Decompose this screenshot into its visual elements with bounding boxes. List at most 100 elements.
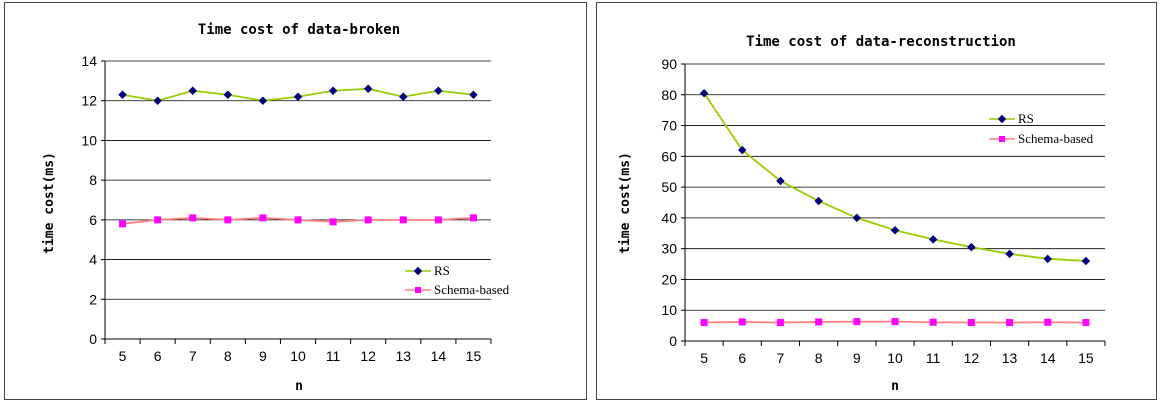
legend-label-rs: RS xyxy=(434,263,450,278)
legend-marker-schema xyxy=(415,287,421,293)
x-tick-label: 5 xyxy=(119,348,127,364)
data-point-schema-based xyxy=(891,318,899,326)
legend-label-schema: Schema-based xyxy=(1018,131,1094,146)
y-tick-label: 0 xyxy=(669,333,677,349)
y-tick-label: 20 xyxy=(661,271,677,287)
x-tick-label: 8 xyxy=(224,348,232,364)
x-tick-label: 13 xyxy=(1002,350,1018,366)
data-point-rs xyxy=(399,92,408,101)
data-point-rs xyxy=(699,88,709,98)
x-tick-label: 6 xyxy=(738,350,746,366)
data-point-schema-based xyxy=(434,216,442,224)
y-tick-label: 60 xyxy=(661,148,677,164)
data-point-rs xyxy=(293,92,303,101)
y-tick-label: 4 xyxy=(89,252,97,268)
data-point-schema-based xyxy=(776,319,784,327)
x-tick-label: 10 xyxy=(290,348,306,364)
y-tick-label: 10 xyxy=(661,302,677,318)
legend-label-rs: RS xyxy=(1018,111,1034,126)
legend-marker-rs xyxy=(413,266,423,276)
data-point-schema-based xyxy=(853,318,861,326)
data-point-rs xyxy=(469,90,478,99)
legend-label-schema: Schema-based xyxy=(434,282,510,297)
x-tick-label: 6 xyxy=(154,348,162,364)
data-point-rs xyxy=(852,213,862,223)
data-point-schema-based xyxy=(815,318,823,326)
data-point-rs xyxy=(776,176,785,186)
y-tick-label: 80 xyxy=(661,87,677,103)
data-point-rs xyxy=(1005,249,1014,259)
y-tick-label: 40 xyxy=(661,210,677,226)
legend: RS Schema-based xyxy=(405,263,510,297)
data-point-rs xyxy=(434,86,443,96)
x-axis-label: n xyxy=(295,379,303,394)
x-tick-label: 7 xyxy=(777,350,785,366)
x-tick-label: 13 xyxy=(395,348,411,364)
x-tick-label: 9 xyxy=(259,348,267,364)
data-point-rs xyxy=(328,86,338,96)
x-axis-label: n xyxy=(891,379,899,394)
y-tick-label: 50 xyxy=(661,179,677,195)
data-point-schema-based xyxy=(364,216,372,224)
y-tick-label: 12 xyxy=(81,93,97,109)
data-point-schema-based xyxy=(1082,319,1090,327)
data-point-schema-based xyxy=(738,318,746,326)
legend: RS Schema-based xyxy=(989,111,1094,146)
x-tick-label: 15 xyxy=(466,348,482,364)
y-axis-label: time cost(ms) xyxy=(42,152,57,254)
data-point-rs xyxy=(363,84,373,94)
y-tick-label: 6 xyxy=(89,212,97,228)
data-point-schema-based xyxy=(189,214,197,222)
data-point-rs xyxy=(967,242,976,252)
data-point-rs xyxy=(188,86,197,96)
data-point-schema-based xyxy=(329,218,337,226)
data-point-schema-based xyxy=(469,214,477,222)
x-tick-label: 7 xyxy=(189,348,197,364)
x-tick-label: 5 xyxy=(700,350,708,366)
chart-title: Time cost of data-broken xyxy=(198,22,400,38)
chart-panel-data-broken: Time cost of data-broken 0 2 4 6 8 10 12 14 5 6 7 8… xyxy=(4,2,587,400)
y-tick-label: 30 xyxy=(661,241,677,257)
x-tick-label: 9 xyxy=(853,350,861,366)
y-axis-label: time cost(ms) xyxy=(618,152,633,254)
data-point-schema-based xyxy=(294,216,302,224)
data-point-schema-based xyxy=(700,319,708,327)
y-tick-label: 8 xyxy=(89,172,97,188)
x-tick-label: 12 xyxy=(964,350,980,366)
data-point-schema-based xyxy=(154,216,162,224)
data-point-schema-based xyxy=(967,319,975,327)
y-tick-label: 2 xyxy=(89,291,97,307)
x-tick-label: 11 xyxy=(926,350,941,366)
data-point-rs xyxy=(1043,254,1052,264)
x-tick-label: 10 xyxy=(887,350,903,366)
data-point-rs xyxy=(223,90,233,99)
x-tick-label: 14 xyxy=(431,348,447,364)
data-point-rs xyxy=(890,225,900,235)
y-tick-label: 0 xyxy=(89,331,97,347)
data-point-rs xyxy=(153,96,162,105)
y-tick-label: 90 xyxy=(661,56,677,72)
data-point-rs xyxy=(1081,256,1091,266)
data-point-rs xyxy=(928,235,938,244)
legend-marker-schema xyxy=(999,136,1005,142)
data-point-rs xyxy=(258,96,268,105)
chart-data-broken: Time cost of data-broken 0 2 4 6 8 10 12 14 5 6 7 8… xyxy=(42,22,510,394)
y-tick-label: 10 xyxy=(81,132,97,148)
chart-data-reconstruction: Time cost of data-reconstruction 0 10 20 30… xyxy=(618,34,1106,394)
data-point-rs xyxy=(118,90,127,99)
data-point-rs xyxy=(738,145,747,155)
x-tick-label: 8 xyxy=(815,350,823,366)
data-point-schema-based xyxy=(399,216,407,224)
x-tick-label: 12 xyxy=(360,348,376,364)
y-tick-label: 70 xyxy=(661,118,677,134)
chart-title: Time cost of data-reconstruction xyxy=(746,34,1016,50)
x-tick-label: 15 xyxy=(1078,350,1094,366)
data-point-schema-based xyxy=(259,214,267,222)
data-point-schema-based xyxy=(929,318,937,326)
data-point-rs xyxy=(814,196,823,206)
data-point-schema-based xyxy=(224,216,232,224)
x-tick-label: 14 xyxy=(1040,350,1056,366)
data-point-schema-based xyxy=(119,220,127,228)
data-point-schema-based xyxy=(1044,318,1052,326)
chart-panel-data-reconstruction: Time cost of data-reconstruction 0 10 20 30… xyxy=(596,2,1157,400)
